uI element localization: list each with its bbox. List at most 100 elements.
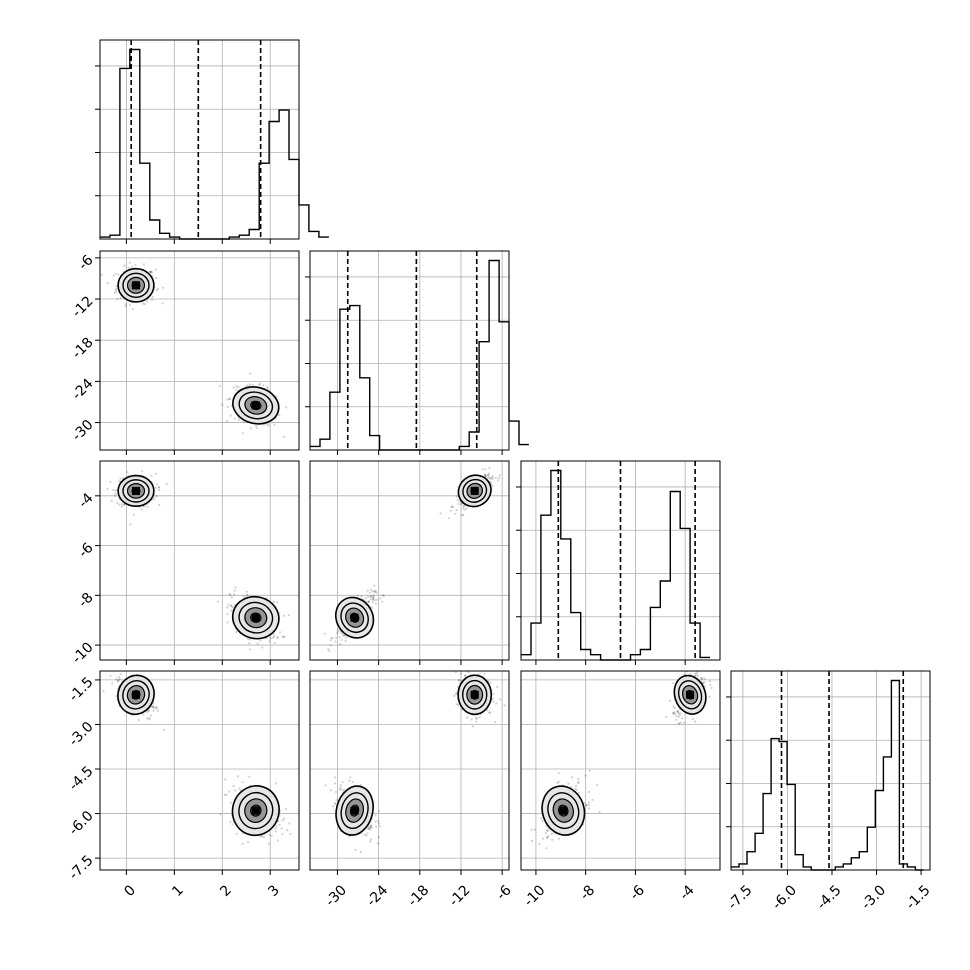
sample-point [149,714,152,717]
scatter-panel-3-2 [520,670,721,871]
sample-point [366,595,370,598]
sample-point [117,273,120,276]
sample-point [334,636,338,639]
sample-point [369,824,373,827]
x-tick-label: -18 [405,882,432,909]
sample-point [499,698,502,701]
sample-point [232,784,235,788]
panel-frame [99,250,300,451]
sample-point [141,470,144,473]
sample-point [128,303,132,306]
sample-point [575,788,578,791]
sample-point [148,717,151,720]
sample-point [289,832,292,836]
sample-point [369,828,372,831]
sample-point [281,636,285,639]
sample-point [146,717,149,720]
sample-point [371,600,374,603]
sample-point [340,631,343,634]
sample-point [114,492,117,495]
sample-point [137,718,140,722]
sample-point [677,710,680,714]
x-tick-label: 1 [169,882,187,900]
x-tick-label: 2 [217,882,235,900]
sample-point [329,644,332,647]
sample-point [489,481,492,484]
sample-point [567,782,570,785]
sample-point [487,711,491,714]
sample-point [249,648,252,651]
sample-point [251,384,255,387]
sample-point [545,847,548,850]
sample-point [226,398,229,401]
sample-point [672,705,675,708]
sample-point [158,503,161,506]
sample-point [262,384,265,387]
density-peak [132,690,140,699]
sample-point [124,305,127,308]
sample-point [583,802,586,805]
sample-point [272,600,275,603]
sample-point [374,820,377,823]
sample-point [117,676,120,679]
scatter-panel-2-0 [99,460,300,661]
sample-point [439,512,442,515]
sample-point [249,427,252,430]
panel-frame [520,460,721,661]
sample-point [229,414,232,417]
sample-point [331,805,334,808]
sample-point [226,606,229,609]
sample-point [230,604,233,607]
sample-point [368,825,371,828]
sample-point [494,476,497,480]
panel-frame [309,670,510,871]
x-tick-label: -6 [494,882,515,903]
x-tick-label: -3.0 [859,882,890,913]
sample-point [366,589,369,592]
sample-point [557,772,560,775]
sample-point [498,476,501,479]
sample-point [544,832,547,835]
hist-panel-2 [516,460,721,661]
sample-point [708,680,712,683]
sample-point [379,825,382,828]
x-tick-label: 3 [265,882,283,900]
sample-point [364,597,367,600]
sample-point [152,706,155,709]
sample-point [268,640,271,643]
sample-point [375,825,378,828]
sample-point [134,263,137,266]
sample-point [463,504,466,507]
sample-point [545,829,549,832]
sample-point [489,711,492,714]
sample-point [449,509,452,512]
sample-point [551,838,554,841]
sample-point [371,590,374,593]
sample-point [111,682,114,685]
sample-point [374,590,377,593]
sample-point [246,384,249,387]
sample-point [226,613,229,616]
sample-point [226,621,229,624]
y-tick-label: -1.5 [66,674,97,705]
sample-point [237,418,241,421]
x-tick-label: 0 [121,882,139,900]
sample-point [367,826,370,829]
sample-point [466,716,469,719]
sample-point [366,832,369,835]
sample-point [465,507,468,510]
sample-point [381,600,384,603]
hist-panel-0 [95,39,329,240]
density-peak [559,806,568,815]
sample-point [236,775,240,778]
sample-point [155,289,158,292]
sample-point [587,790,591,794]
sample-point [165,483,168,486]
sample-point [225,793,228,796]
sample-point [237,385,240,389]
sample-point [269,637,272,640]
sample-point [226,405,229,408]
sample-point [151,295,154,298]
sample-point [109,480,112,483]
sample-point [577,781,580,784]
